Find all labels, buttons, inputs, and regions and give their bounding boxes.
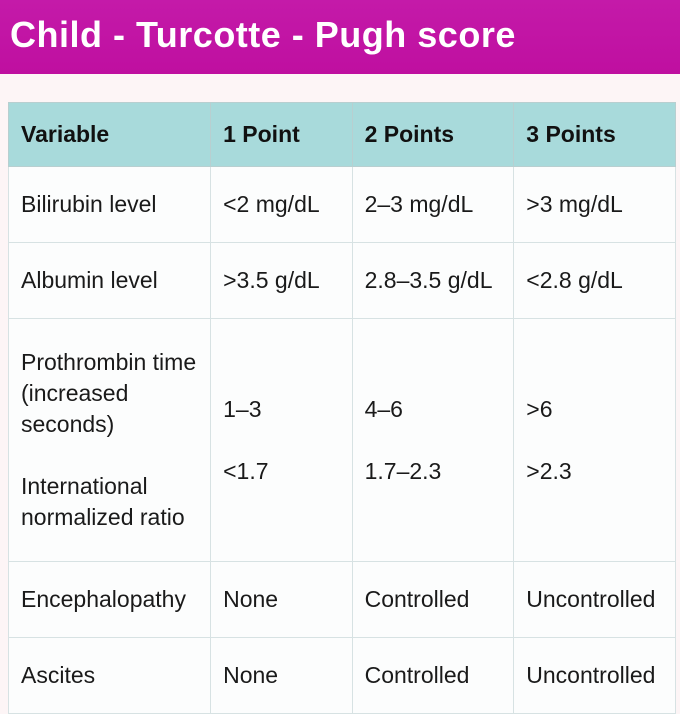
col-header-2points: 2 Points xyxy=(352,103,514,167)
cell-variable: Prothrombin time (increased seconds) Int… xyxy=(9,319,211,562)
table-container: Variable 1 Point 2 Points 3 Points Bilir… xyxy=(0,74,680,714)
cell-3points: >6 >2.3 xyxy=(514,319,676,562)
cell-3points: Uncontrolled xyxy=(514,638,676,714)
table-row: Ascites None Controlled Uncontrolled xyxy=(9,638,676,714)
cell-2points: 2.8–3.5 g/dL xyxy=(352,243,514,319)
col-header-3points: 3 Points xyxy=(514,103,676,167)
cell-1point: 1–3 <1.7 xyxy=(211,319,352,562)
table-row: Encephalopathy None Controlled Uncontrol… xyxy=(9,562,676,638)
col-header-variable: Variable xyxy=(9,103,211,167)
cell-1point: <2 mg/dL xyxy=(211,167,352,243)
cell-2points: 4–6 1.7–2.3 xyxy=(352,319,514,562)
cell-2points: Controlled xyxy=(352,638,514,714)
table-row: Bilirubin level <2 mg/dL 2–3 mg/dL >3 mg… xyxy=(9,167,676,243)
score-table: Variable 1 Point 2 Points 3 Points Bilir… xyxy=(8,102,676,714)
cell-2points: Controlled xyxy=(352,562,514,638)
cell-variable: Bilirubin level xyxy=(9,167,211,243)
table-header-row: Variable 1 Point 2 Points 3 Points xyxy=(9,103,676,167)
page-title: Child - Turcotte - Pugh score xyxy=(0,0,680,74)
table-row: Albumin level >3.5 g/dL 2.8–3.5 g/dL <2.… xyxy=(9,243,676,319)
table-row: Prothrombin time (increased seconds) Int… xyxy=(9,319,676,562)
cell-variable: Albumin level xyxy=(9,243,211,319)
col-header-1point: 1 Point xyxy=(211,103,352,167)
cell-variable: Encephalopathy xyxy=(9,562,211,638)
cell-1point: None xyxy=(211,638,352,714)
cell-variable: Ascites xyxy=(9,638,211,714)
cell-1point: >3.5 g/dL xyxy=(211,243,352,319)
cell-2points: 2–3 mg/dL xyxy=(352,167,514,243)
cell-1point: None xyxy=(211,562,352,638)
cell-3points: >3 mg/dL xyxy=(514,167,676,243)
cell-3points: Uncontrolled xyxy=(514,562,676,638)
cell-3points: <2.8 g/dL xyxy=(514,243,676,319)
